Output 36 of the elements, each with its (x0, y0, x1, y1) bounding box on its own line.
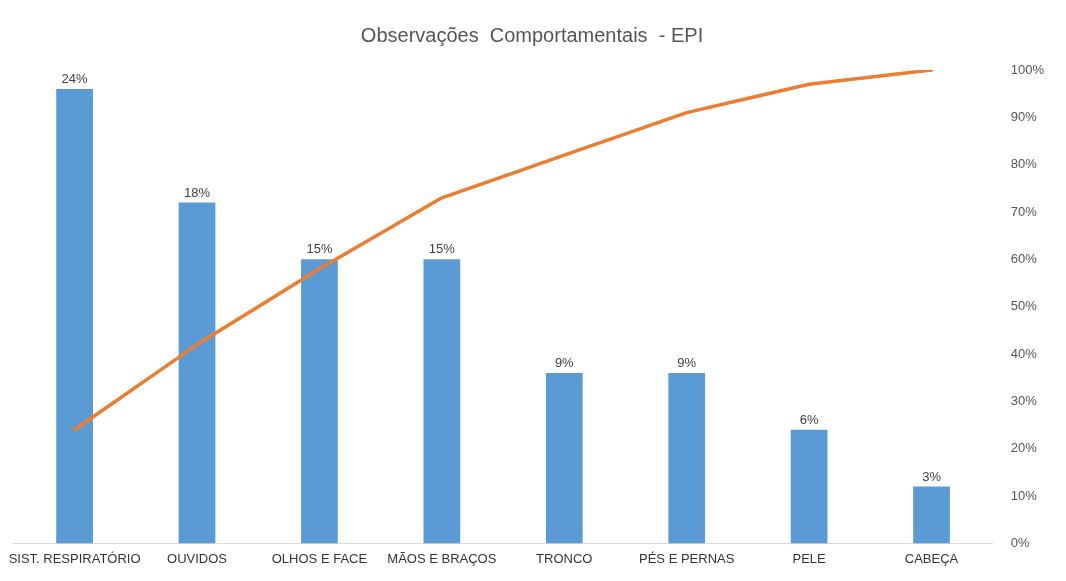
data-label: 15% (428, 241, 456, 257)
data-label: 9% (677, 355, 697, 371)
y2-tick-label: 70% (1010, 203, 1038, 219)
bar (423, 259, 461, 544)
x-tick-label: SIST. RESPIRATÓRIO (8, 550, 141, 566)
data-label: 6% (799, 411, 819, 427)
bar (301, 259, 338, 544)
x-tick-label: OUVIDOS (167, 550, 228, 566)
y2-tick-label: 10% (1010, 487, 1038, 503)
x-tick-label: MÃOS E BRAÇOS (387, 550, 497, 566)
x-tick-label: OLHOS E FACE (271, 550, 368, 566)
bar (913, 486, 950, 544)
x-tick-label: PÉS E PERNAS (639, 550, 735, 566)
y2-tick-label: 0% (1010, 534, 1030, 550)
x-tick-label: TRONCO (536, 550, 593, 566)
y2-tick-label: 40% (1010, 345, 1038, 361)
chart-title: Observações Comportamentais - EPI (360, 23, 704, 46)
y2-tick-label: 60% (1010, 250, 1038, 266)
data-label: 9% (554, 355, 575, 371)
y2-tick-label: 80% (1010, 156, 1038, 172)
x-tick-label: CABEÇA (904, 550, 959, 566)
y2-tick-label: 90% (1010, 108, 1038, 124)
y2-tick-label: 20% (1010, 440, 1038, 456)
bar (56, 88, 93, 544)
bar (545, 372, 583, 544)
data-label: 18% (184, 184, 211, 200)
bar (790, 429, 828, 544)
data-label: 24% (61, 71, 89, 87)
y2-tick-label: 100% (1010, 61, 1045, 77)
data-label: 15% (306, 241, 333, 257)
bar (178, 202, 216, 544)
bar (668, 372, 706, 544)
data-label: 3% (922, 468, 942, 484)
y2-tick-label: 50% (1010, 298, 1038, 314)
y2-tick-label: 30% (1010, 392, 1038, 408)
x-tick-label: PELE (792, 550, 827, 566)
